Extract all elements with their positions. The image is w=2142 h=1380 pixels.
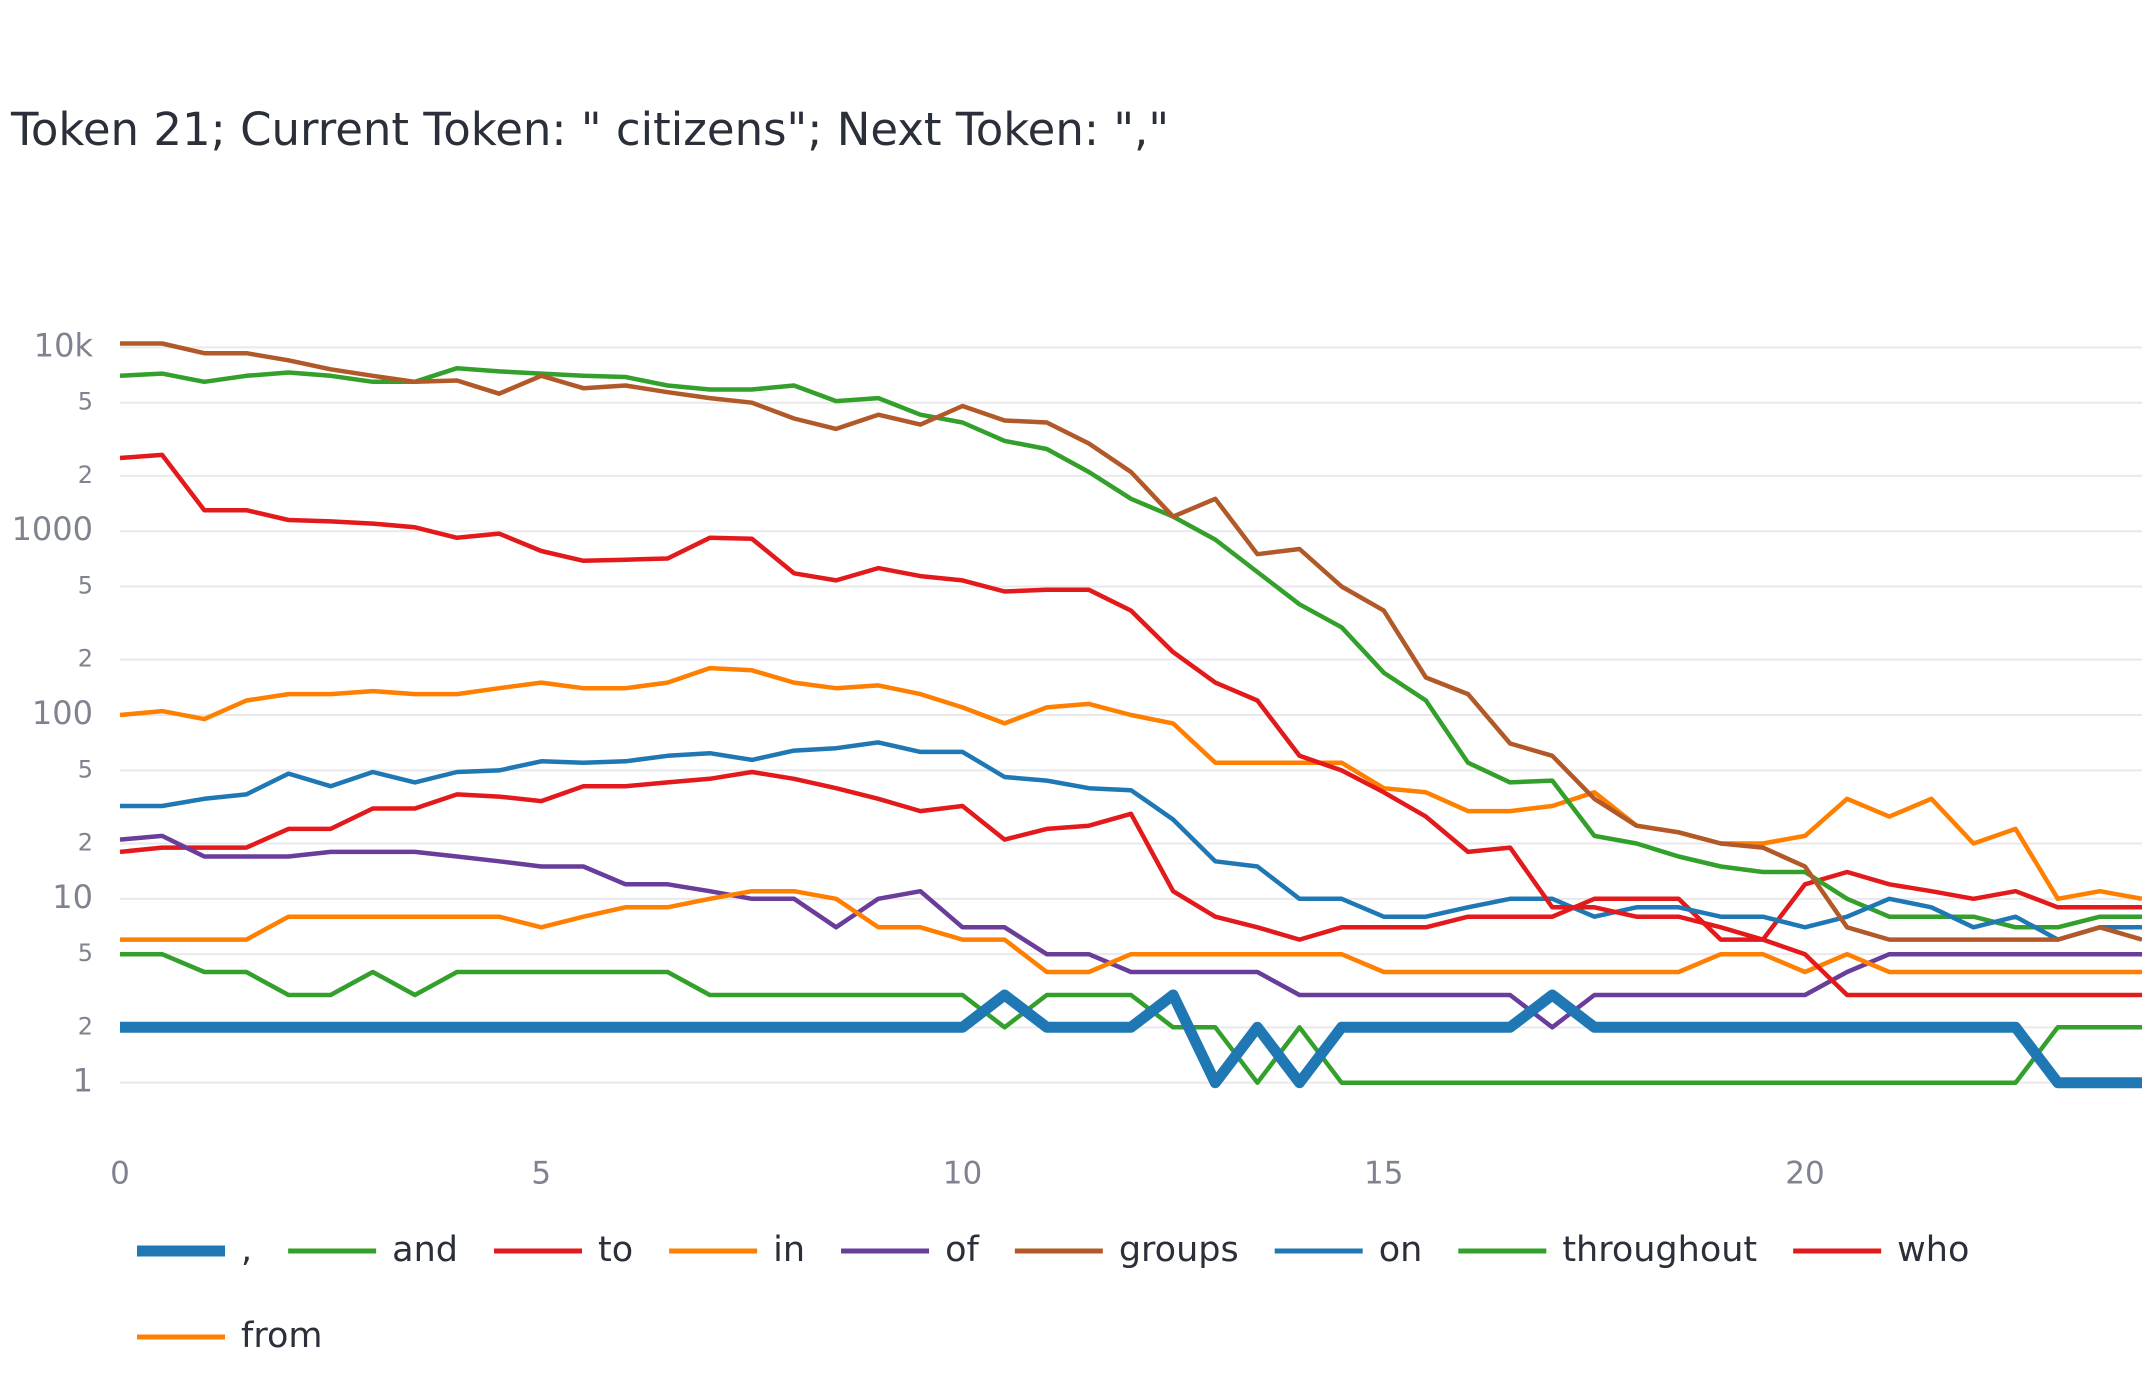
- y-tick-label: 5: [78, 755, 93, 783]
- legend-item: ,: [137, 1230, 252, 1270]
- series-line: [120, 989, 2142, 1089]
- y-tick-label: 2: [78, 645, 93, 673]
- plot-lines: [119, 341, 2142, 1089]
- legend-item: and: [288, 1230, 458, 1270]
- y-tick-label: 2: [78, 829, 93, 857]
- series-line: [120, 951, 2142, 1085]
- x-tick-label: 20: [1785, 1156, 1824, 1192]
- legend-item: who: [1793, 1230, 1969, 1270]
- legend-label: on: [1379, 1230, 1423, 1270]
- legend-label: ,: [241, 1230, 252, 1270]
- legend-item: to: [494, 1230, 633, 1270]
- y-tick-label: 1: [73, 1062, 93, 1100]
- legend-item: groups: [1014, 1230, 1239, 1270]
- y-tick-label: 10: [52, 878, 93, 916]
- series-line: [119, 452, 2142, 998]
- legend-item: on: [1274, 1230, 1423, 1270]
- y-tick-label: 2: [78, 1012, 93, 1040]
- legend-label: throughout: [1562, 1230, 1757, 1270]
- y-tick-label: 5: [78, 939, 93, 967]
- y-tick-label: 5: [78, 572, 93, 600]
- series-line: [119, 769, 2142, 942]
- x-tick-label: 15: [1364, 1156, 1403, 1192]
- x-tick-label: 5: [531, 1156, 551, 1192]
- series-line: [119, 833, 2142, 1030]
- y-tick-label: 5: [78, 388, 93, 416]
- chart-title: Token 21; Current Token: " citizens"; Ne…: [10, 103, 1169, 156]
- legend-label: in: [773, 1230, 805, 1270]
- legend-item: in: [669, 1230, 805, 1270]
- series-line: [120, 740, 2142, 942]
- legend-label: of: [945, 1230, 979, 1270]
- y-tick-label: 10k: [34, 326, 94, 364]
- legend-label: to: [598, 1230, 633, 1270]
- series-line: [120, 888, 2142, 975]
- legend-label: who: [1897, 1230, 1969, 1270]
- y-tick-label: 100: [32, 694, 93, 732]
- legend-item: from: [137, 1316, 322, 1356]
- legend-item: throughout: [1458, 1230, 1757, 1270]
- legend-label: and: [392, 1230, 458, 1270]
- legend-item: of: [841, 1230, 979, 1270]
- x-tick-label: 0: [110, 1156, 130, 1192]
- y-tick-label: 1000: [12, 510, 93, 548]
- legend-label: from: [241, 1316, 322, 1356]
- y-tick-label: 2: [78, 461, 93, 489]
- series-line: [119, 365, 2142, 930]
- series-line: [119, 665, 2142, 902]
- series-line: [120, 341, 2142, 942]
- x-tick-label: 10: [943, 1156, 982, 1192]
- legend-label: groups: [1119, 1230, 1239, 1270]
